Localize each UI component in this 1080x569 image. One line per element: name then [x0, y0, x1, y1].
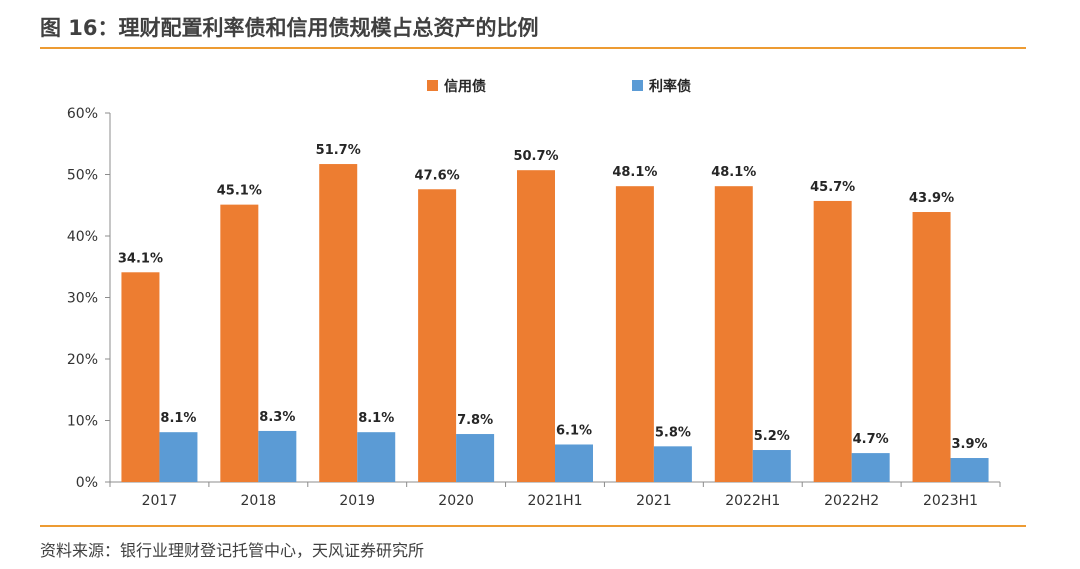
bar-rate-bond [851, 453, 890, 482]
bar-rate-bond [752, 450, 791, 482]
legend-swatch-credit-bond [427, 80, 438, 91]
data-label: 5.8% [655, 425, 691, 440]
y-tick-label: 10% [67, 414, 98, 430]
data-label: 45.7% [810, 180, 855, 195]
y-tick-label: 50% [67, 168, 98, 184]
bar-credit-bond [714, 186, 753, 482]
bar-series [121, 164, 989, 483]
figure-title: 图 16：理财配置利率债和信用债规模占总资产的比例 [40, 16, 539, 40]
data-label: 34.1% [118, 251, 163, 266]
chart-legend: 信用债 利率债 [427, 78, 691, 95]
data-label: 8.1% [160, 411, 196, 426]
data-label: 4.7% [853, 432, 889, 447]
legend-label-credit-bond: 信用债 [444, 78, 486, 95]
bar-credit-bond [813, 200, 852, 482]
bar-credit-bond [220, 204, 259, 482]
data-label: 45.1% [217, 184, 262, 199]
x-tick-label: 2017 [142, 493, 178, 509]
data-label: 8.1% [358, 411, 394, 426]
bar-credit-bond [912, 212, 951, 482]
data-label: 47.6% [415, 168, 460, 183]
source-divider [40, 525, 1026, 527]
bar-credit-bond [517, 170, 555, 482]
data-label: 43.9% [909, 191, 954, 206]
y-tick-label: 30% [67, 291, 98, 307]
data-label: 7.8% [457, 413, 493, 428]
y-tick-label: 40% [67, 229, 98, 245]
data-label: 5.2% [754, 429, 790, 444]
data-label: 50.7% [513, 149, 558, 164]
data-label: 6.1% [556, 423, 592, 438]
title-divider [40, 47, 1026, 49]
x-tick-label: 2022H1 [725, 493, 780, 509]
y-axis: 0% 10% 20% 30% 40% 50% 60% [67, 106, 111, 491]
legend-label-rate-bond: 利率债 [649, 78, 691, 95]
x-tick-label: 2021H1 [527, 493, 582, 509]
x-tick-label: 2023H1 [923, 493, 978, 509]
x-tick-label: 2018 [241, 493, 277, 509]
y-tick-label: 60% [67, 106, 98, 122]
bar-rate-bond [456, 434, 495, 482]
bar-rate-bond [258, 430, 297, 482]
x-tick-label: 2022H2 [824, 493, 879, 509]
data-label: 51.7% [316, 143, 361, 158]
data-label: 8.3% [259, 410, 295, 425]
bar-credit-bond [121, 272, 160, 482]
x-tick-label: 2021 [636, 493, 672, 509]
data-label: 48.1% [612, 165, 657, 180]
data-label: 48.1% [711, 165, 756, 180]
x-tick-label: 2019 [339, 493, 375, 509]
bar-rate-bond [357, 432, 396, 482]
x-tick-label: 2020 [438, 493, 474, 509]
data-labels: 34.1% 45.1% 51.7% 47.6% 50.7% 48.1% 48.1% 45.7%… [118, 143, 988, 452]
bar-credit-bond [418, 189, 457, 482]
bar-rate-bond [653, 446, 692, 482]
source-note: 资料来源：银行业理财登记托管中心，天风证券研究所 [40, 541, 425, 560]
bar-rate-bond [555, 444, 593, 482]
bar-credit-bond [319, 164, 358, 483]
y-tick-label: 20% [67, 352, 98, 368]
bar-rate-bond [159, 432, 198, 482]
data-label: 3.9% [952, 437, 988, 452]
y-tick-label: 0% [76, 475, 98, 491]
legend-swatch-rate-bond [632, 80, 643, 91]
x-axis: 2017 2018 2019 2020 2021H1 2021 2022H1 2022H2 20… [109, 481, 1001, 509]
bar-credit-bond [615, 186, 654, 482]
bar-rate-bond [950, 458, 989, 482]
